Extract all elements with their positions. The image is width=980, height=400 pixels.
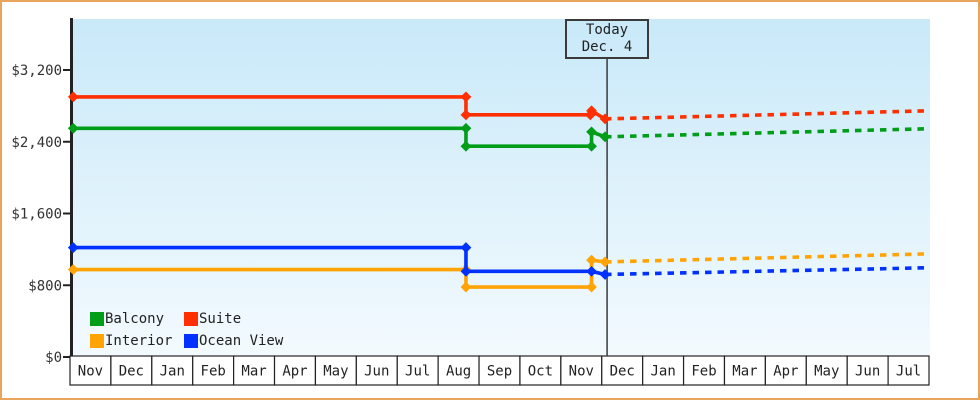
data-point-marker [67, 122, 79, 134]
data-point-marker [586, 254, 597, 266]
month-cell [273, 355, 317, 386]
legend-label-ocean-view: Ocean View [199, 333, 284, 349]
month-label: Jun [855, 364, 880, 380]
data-point-marker [586, 281, 597, 293]
legend: Balcony Suite Interior Ocean View [90, 311, 283, 349]
y-axis-label: $800 [28, 278, 62, 294]
today-label: Today [585, 22, 629, 38]
month-label: Mar [241, 364, 266, 380]
month-cell [723, 355, 766, 386]
data-point-marker [586, 126, 597, 138]
month-label: Aug [446, 364, 471, 380]
legend-label-suite: Suite [199, 311, 242, 327]
month-label: Dec [119, 364, 144, 380]
month-cell [151, 355, 194, 386]
month-label: Jul [405, 364, 430, 380]
legend-label-balcony: Balcony [105, 311, 165, 327]
month-label: Apr [282, 364, 307, 380]
suite-color-swatch [184, 312, 198, 326]
month-label: Nov [569, 364, 594, 380]
month-cell [110, 355, 153, 386]
legend-label-interior: Interior [105, 333, 173, 349]
month-label: Jan [160, 364, 185, 380]
month-label: May [323, 364, 348, 380]
y-axis-label: $2,400 [11, 135, 62, 151]
month-label: Mar [732, 364, 757, 380]
data-point-marker [460, 242, 472, 253]
today-date: Dec. 4 [581, 39, 633, 55]
data-point-marker [67, 91, 79, 103]
month-cell [601, 355, 644, 386]
month-label: Dec [610, 364, 635, 380]
interior-color-swatch [90, 334, 104, 348]
data-point-marker [599, 113, 611, 125]
month-cell [437, 355, 480, 386]
month-cell [805, 355, 848, 386]
month-label: Jun [364, 364, 389, 380]
month-label: Oct [528, 364, 553, 380]
forecast-line-ocean-view [604, 265, 929, 277]
forecast-line-suite [604, 109, 929, 121]
data-point-marker [460, 265, 472, 277]
legend-item-suite: Suite [184, 311, 283, 327]
month-cell [355, 355, 398, 386]
forecast-line-balcony [604, 126, 929, 139]
month-label: Apr [773, 364, 798, 380]
month-label: Feb [201, 364, 226, 380]
data-point-marker [599, 269, 611, 280]
data-point-marker [586, 105, 597, 117]
month-label: May [814, 364, 839, 380]
legend-item-balcony: Balcony [90, 311, 184, 327]
month-label: Sep [487, 364, 512, 380]
legend-item-ocean-view: Ocean View [184, 333, 283, 349]
month-label: Nov [78, 364, 103, 380]
data-point-marker [586, 265, 597, 277]
data-point-marker [67, 264, 79, 275]
legend-item-interior: Interior [90, 333, 184, 349]
today-annotation: Today Dec. 4 [565, 19, 649, 59]
balcony-color-swatch [90, 312, 104, 326]
forecast-line-interior [604, 252, 929, 264]
data-point-marker [586, 140, 597, 152]
y-axis-label: $0 [45, 350, 62, 366]
month-label: Jan [650, 364, 675, 380]
y-axis-label: $1,600 [11, 207, 62, 223]
data-point-marker [460, 109, 472, 121]
data-point-marker [460, 281, 472, 293]
month-cell [887, 355, 930, 386]
month-cell [519, 355, 562, 386]
ocean-view-color-swatch [184, 334, 198, 348]
data-point-marker [67, 242, 79, 253]
month-cell [642, 355, 685, 386]
month-cell [846, 355, 889, 386]
month-label: Jul [896, 364, 921, 380]
y-axis-label: $3,200 [11, 63, 62, 79]
month-cell [314, 355, 357, 386]
month-cell [478, 355, 521, 386]
plot-background [73, 19, 930, 355]
data-point-marker [599, 131, 611, 143]
month-cell [560, 355, 603, 386]
data-point-marker [599, 256, 611, 268]
month-label: Feb [691, 364, 716, 380]
month-cell [764, 355, 807, 386]
data-point-marker [460, 122, 472, 134]
month-cell [69, 355, 112, 386]
data-point-marker [460, 140, 472, 152]
data-point-marker [460, 91, 472, 103]
